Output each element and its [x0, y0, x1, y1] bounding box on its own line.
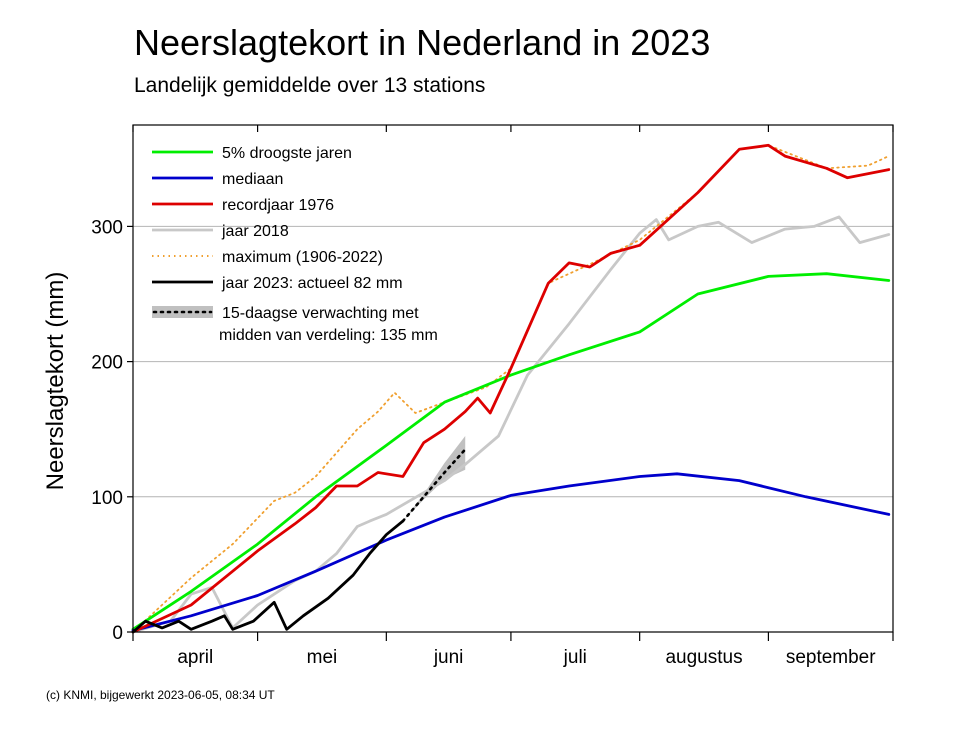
y-tick-label: 0 [112, 623, 123, 644]
x-tick-label: april [177, 647, 213, 668]
y-tick-label: 200 [91, 353, 123, 374]
legend-label: jaar 2023: actueel 82 mm [221, 275, 403, 292]
x-tick-label: juli [563, 647, 587, 668]
legend-label: 15-daagse verwachting met [222, 305, 419, 322]
legend-label: jaar 2018 [221, 223, 289, 240]
legend-label: maximum (1906-2022) [222, 249, 383, 266]
y-tick-label: 100 [91, 488, 123, 509]
plot-frame [132, 124, 894, 633]
legend-label: 5% droogste jaren [222, 145, 352, 162]
legend-label: mediaan [222, 171, 283, 188]
forecast-band [402, 435, 466, 522]
chart-title: Neerslagtekort in Nederland in 2023 [134, 22, 711, 63]
x-tick-label: augustus [665, 647, 742, 668]
legend-label: recordjaar 1976 [222, 197, 334, 214]
forecast-band-area [402, 435, 466, 522]
legend: 5% droogste jaren mediaan recordjaar 1976 j… [152, 145, 438, 344]
series-lines [131, 143, 891, 634]
chart-subtitle: Landelijk gemiddelde over 13 stations [134, 74, 486, 97]
forecast-median-line [401, 448, 467, 523]
series-line-3 [131, 215, 891, 634]
y-tick-label: 300 [91, 217, 123, 238]
legend-label: midden van verdeling: 135 mm [219, 327, 438, 344]
series-line-1 [131, 472, 891, 632]
series-line-0 [131, 272, 891, 631]
x-tick-label: mei [307, 647, 338, 668]
axes: 0 100 200 300 april mei juni juli augustus septem… [91, 125, 894, 668]
credit-text: (c) KNMI, bijgewerkt 2023-06-05, 08:34 U… [46, 688, 275, 702]
y-axis-label: Neerslagtekort (mm) [42, 272, 69, 491]
x-tick-label: september [786, 647, 876, 668]
series-line-2 [131, 143, 891, 634]
series-line-5 [131, 519, 405, 634]
x-tick-label: juni [433, 647, 464, 668]
